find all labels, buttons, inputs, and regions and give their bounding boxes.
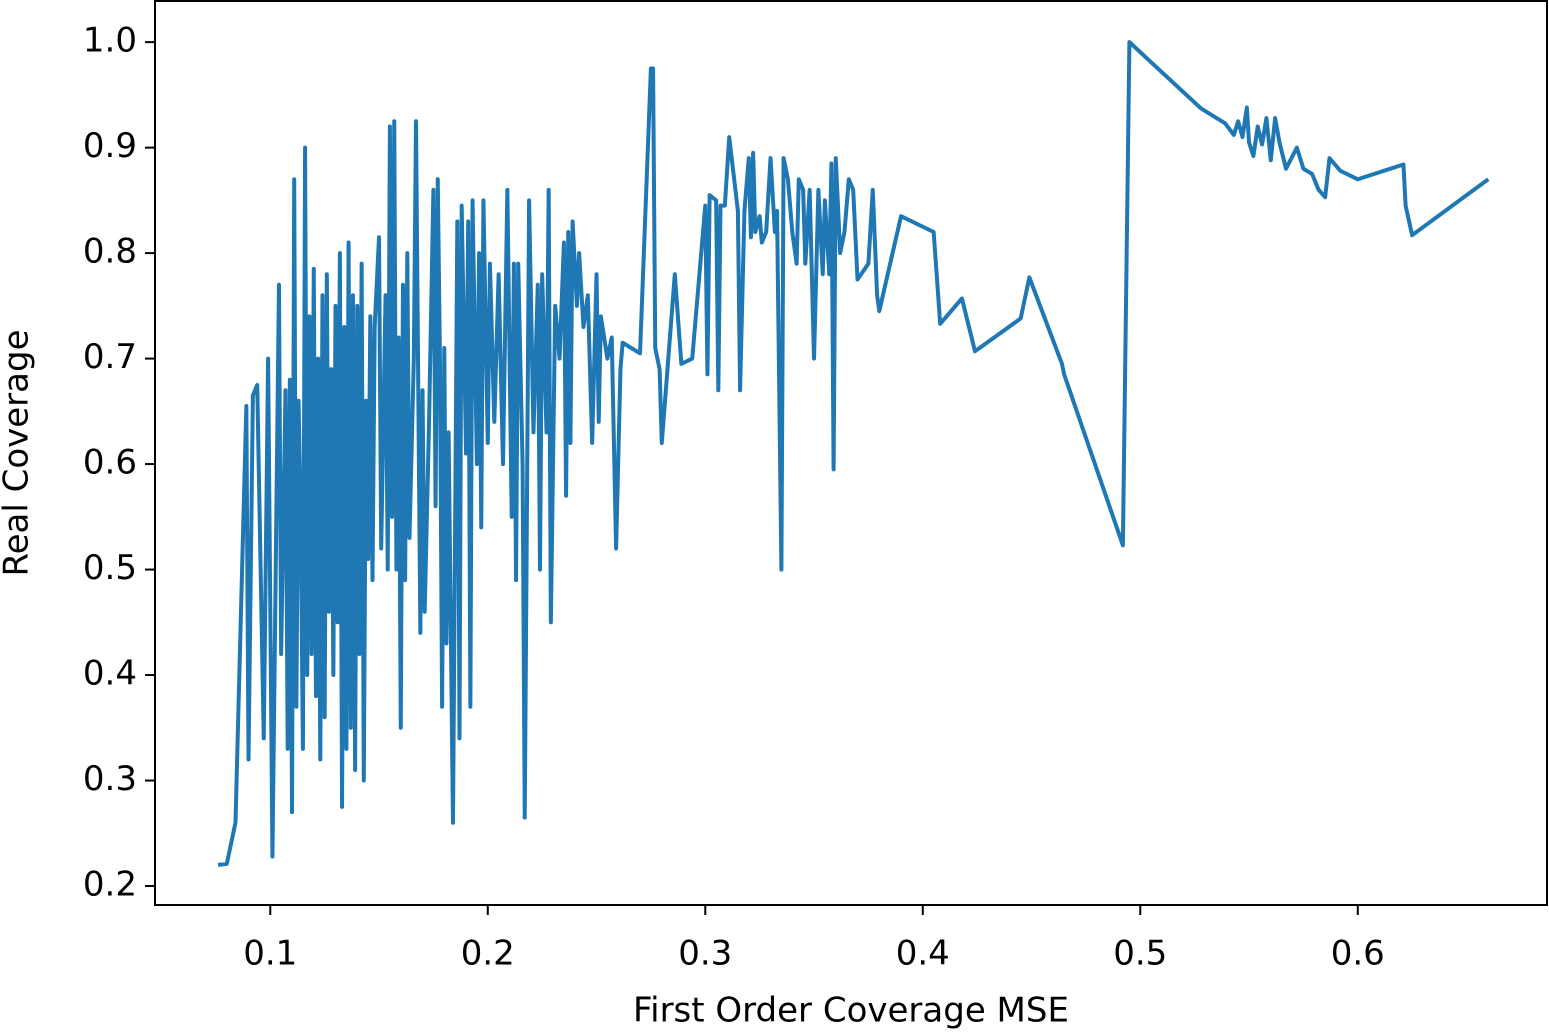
y-tick-label: 1.0 — [83, 21, 137, 61]
x-tick-label: 0.4 — [896, 934, 950, 974]
x-tick-label: 0.2 — [461, 934, 515, 974]
y-tick-label: 0.8 — [83, 232, 137, 272]
x-tick-label: 0.6 — [1331, 934, 1385, 974]
y-tick-label: 0.9 — [83, 126, 137, 166]
data-line — [217, 40, 1490, 867]
y-tick-label: 0.3 — [83, 759, 137, 799]
x-tick-label: 0.3 — [678, 934, 732, 974]
x-tick-label: 0.5 — [1113, 934, 1167, 974]
x-axis-label: First Order Coverage MSE — [633, 991, 1069, 1031]
axes-frame — [154, 0, 1548, 906]
x-tick-label: 0.1 — [243, 934, 297, 974]
y-tick-label: 0.7 — [83, 337, 137, 377]
y-tick-label: 0.2 — [83, 865, 137, 905]
y-tick-label: 0.5 — [83, 548, 137, 588]
y-axis-label: Real Coverage — [0, 330, 37, 577]
y-tick-label: 0.6 — [83, 443, 137, 483]
y-tick-label: 0.4 — [83, 654, 137, 694]
